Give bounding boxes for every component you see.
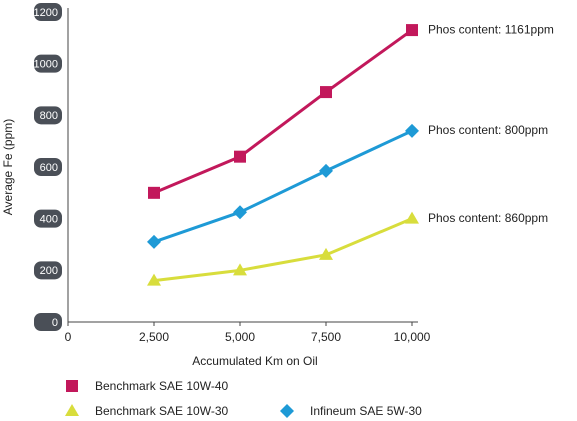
y-tick-box: [34, 54, 62, 73]
x-axis-title: Accumulated Km on Oil: [192, 354, 317, 368]
marker: [319, 247, 333, 260]
y-tick-label: 600: [40, 162, 58, 174]
x-tick-label: 10,000: [394, 330, 431, 344]
legend-marker: [65, 404, 79, 416]
legend-entry: Infineum SAE 5W-30: [310, 404, 422, 418]
marker: [148, 186, 160, 199]
y-tick-box: [34, 3, 62, 21]
legend-label: Benchmark SAE 10W-30: [95, 404, 228, 418]
x-tick-label: 7,500: [311, 330, 341, 344]
marker: [147, 234, 161, 249]
marker: [405, 123, 419, 138]
marker: [233, 205, 247, 220]
legend-entry: Benchmark SAE 10W-40: [95, 379, 228, 393]
series-line: [153, 217, 413, 283]
marker: [233, 263, 247, 276]
y-tick-label: 1200: [34, 7, 58, 19]
y-tick-label: 200: [40, 265, 58, 277]
legend-marker: [280, 404, 294, 418]
y-tick-box: [34, 261, 62, 280]
annotation: Phos content: 1161ppm: [428, 22, 554, 36]
y-tick-box: [34, 106, 62, 125]
series-line: [153, 28, 413, 195]
marker: [405, 211, 419, 224]
y-tick-label: 1000: [34, 59, 58, 71]
annotation: Phos content: 860ppm: [428, 211, 548, 225]
x-tick-label: 5,000: [225, 330, 255, 344]
y-tick-label: 0: [52, 317, 58, 329]
marker: [234, 150, 246, 163]
series-line: [153, 129, 413, 244]
y-tick-label: 800: [40, 110, 58, 122]
y-tick-box: [34, 158, 62, 176]
y-tick-box: [34, 209, 62, 228]
y-tick-label: 400: [40, 214, 58, 226]
x-tick-label: 2,500: [139, 330, 169, 344]
marker: [406, 24, 418, 37]
x-tick-label: 0: [65, 330, 72, 344]
marker: [147, 273, 161, 286]
annotation: Phos content: 800ppm: [428, 123, 548, 137]
y-tick-box: [34, 313, 62, 331]
legend-label: Benchmark SAE 10W-40: [95, 379, 228, 393]
y-axis-title: Average Fe (ppm): [1, 119, 15, 216]
marker: [320, 86, 332, 99]
legend-entry: Benchmark SAE 10W-30: [95, 404, 228, 418]
marker: [319, 163, 333, 178]
legend-label: Infineum SAE 5W-30: [310, 404, 422, 418]
legend-marker: [66, 380, 78, 392]
